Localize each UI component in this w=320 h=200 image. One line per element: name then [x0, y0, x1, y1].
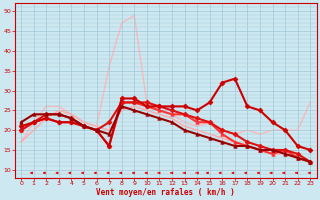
X-axis label: Vent moyen/en rafales ( km/h ): Vent moyen/en rafales ( km/h ) [96, 188, 235, 197]
